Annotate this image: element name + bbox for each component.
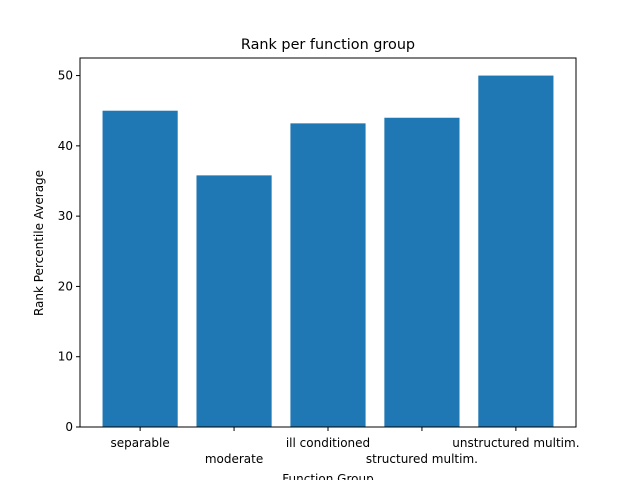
chart-title: Rank per function group <box>241 37 415 53</box>
x-tick-label: ill conditioned <box>286 436 370 450</box>
y-tick-label: 40 <box>58 139 73 153</box>
bar <box>102 110 178 427</box>
y-tick-label: 30 <box>58 209 73 223</box>
x-tick-label: separable <box>111 436 170 450</box>
x-axis-label: Function Group <box>282 472 373 480</box>
y-axis-label: Rank Percentile Average <box>32 170 46 316</box>
x-tick-label: moderate <box>205 452 263 466</box>
x-tick-label: structured multim. <box>366 452 478 466</box>
y-tick-label: 0 <box>65 420 73 434</box>
bar <box>290 123 366 427</box>
bar <box>196 175 272 427</box>
plot-frame <box>79 57 577 428</box>
bar <box>384 117 460 427</box>
bar <box>478 75 554 428</box>
y-tick-label: 10 <box>58 350 73 364</box>
x-tick-label: unstructured multim. <box>452 436 579 450</box>
y-tick-label: 50 <box>58 69 73 83</box>
y-tick-label: 20 <box>58 279 73 293</box>
